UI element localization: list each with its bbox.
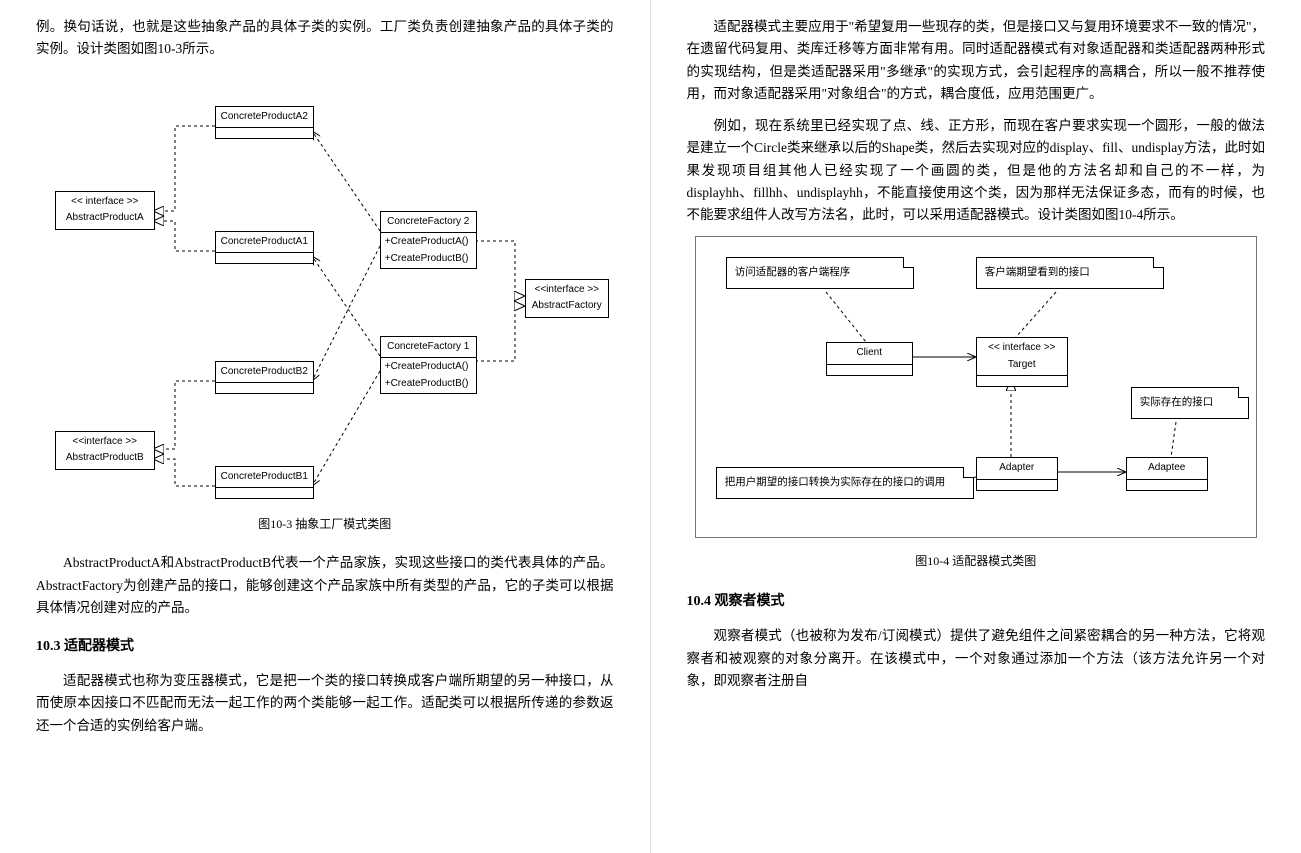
box-concrete-product-b2: ConcreteProductB2 xyxy=(215,361,314,395)
box-concrete-factory-2: ConcreteFactory 2 +CreateProductA() +Cre… xyxy=(380,211,477,270)
box-adaptee: Adaptee xyxy=(1126,457,1208,491)
name: ConcreteProductB1 xyxy=(221,471,308,482)
note-convert: 把用户期望的接口转换为实际存在的接口的调用 xyxy=(716,467,974,498)
section-10-4-heading: 10.4 观察者模式 xyxy=(687,590,1266,613)
right-page: 适配器模式主要应用于"希望复用一些现存的类，但是接口又与复用环境要求不一致的情况… xyxy=(651,0,1301,853)
op: +CreateProductA() xyxy=(385,236,469,247)
name: AbstractProductA xyxy=(66,212,144,223)
name: ConcreteProductA2 xyxy=(221,111,308,122)
left-para-2: AbstractProductA和AbstractProductB代表一个产品家… xyxy=(36,552,614,619)
name: ConcreteProductB2 xyxy=(221,366,308,377)
name: Adapter xyxy=(999,462,1034,473)
name: Target xyxy=(1008,359,1036,370)
name: ConcreteProductA1 xyxy=(221,236,308,247)
right-para-2: 例如，现在系统里已经实现了点、线、正方形，而现在客户要求实现一个圆形，一般的做法… xyxy=(687,115,1266,226)
note-client-program: 访问适配器的客户端程序 xyxy=(726,257,914,288)
stereo: <<interface >> xyxy=(73,436,138,447)
stereo: <<interface >> xyxy=(535,284,600,295)
right-para-3: 观察者模式（也被称为发布/订阅模式）提供了避免组件之间紧密耦合的另一种方法，它将… xyxy=(687,625,1266,692)
note-text: 访问适配器的客户端程序 xyxy=(735,267,851,278)
note-expected-interface: 客户端期望看到的接口 xyxy=(976,257,1164,288)
fig3-caption: 图10-3 抽象工厂模式类图 xyxy=(36,515,614,535)
name: AbstractProductB xyxy=(66,452,144,463)
box-adapter: Adapter xyxy=(976,457,1058,491)
note-text: 实际存在的接口 xyxy=(1140,397,1214,408)
stereo: << interface >> xyxy=(988,342,1055,353)
box-target: << interface >> Target xyxy=(976,337,1068,387)
name: Client xyxy=(856,347,882,358)
stereo: << interface >> xyxy=(71,196,138,207)
figure-10-3: << interface >> AbstractProductA <<inter… xyxy=(45,71,605,501)
op: +CreateProductA() xyxy=(385,361,469,372)
box-client: Client xyxy=(826,342,913,376)
left-page: 例。换句话说，也就是这些抽象产品的具体子类的实例。工厂类负责创建抽象产品的具体子… xyxy=(0,0,651,853)
box-abstract-product-b: <<interface >> AbstractProductB xyxy=(55,431,155,470)
box-abstract-product-a: << interface >> AbstractProductA xyxy=(55,191,155,230)
op: +CreateProductB() xyxy=(385,253,469,264)
left-para-1: 例。换句话说，也就是这些抽象产品的具体子类的实例。工厂类负责创建抽象产品的具体子… xyxy=(36,16,614,61)
box-concrete-product-a2: ConcreteProductA2 xyxy=(215,106,314,140)
name: Adaptee xyxy=(1148,462,1185,473)
right-para-1: 适配器模式主要应用于"希望复用一些现存的类，但是接口又与复用环境要求不一致的情况… xyxy=(687,16,1266,105)
box-concrete-product-a1: ConcreteProductA1 xyxy=(215,231,314,265)
box-concrete-product-b1: ConcreteProductB1 xyxy=(215,466,314,500)
section-10-3-heading: 10.3 适配器模式 xyxy=(36,635,614,658)
note-text: 把用户期望的接口转换为实际存在的接口的调用 xyxy=(725,477,946,488)
name: ConcreteFactory 2 xyxy=(387,216,469,227)
box-abstract-factory: <<interface >> AbstractFactory xyxy=(525,279,609,318)
note-real-interface: 实际存在的接口 xyxy=(1131,387,1249,418)
op: +CreateProductB() xyxy=(385,378,469,389)
fig4-caption: 图10-4 适配器模式类图 xyxy=(687,552,1266,572)
figure-10-4: 访问适配器的客户端程序 客户端期望看到的接口 把用户期望的接口转换为实际存在的接… xyxy=(695,236,1257,538)
box-concrete-factory-1: ConcreteFactory 1 +CreateProductA() +Cre… xyxy=(380,336,477,395)
left-para-3: 适配器模式也称为变压器模式，它是把一个类的接口转换成客户端所期望的另一种接口，从… xyxy=(36,670,614,737)
note-text: 客户端期望看到的接口 xyxy=(985,267,1090,278)
name: ConcreteFactory 1 xyxy=(387,341,469,352)
name: AbstractFactory xyxy=(532,300,602,311)
